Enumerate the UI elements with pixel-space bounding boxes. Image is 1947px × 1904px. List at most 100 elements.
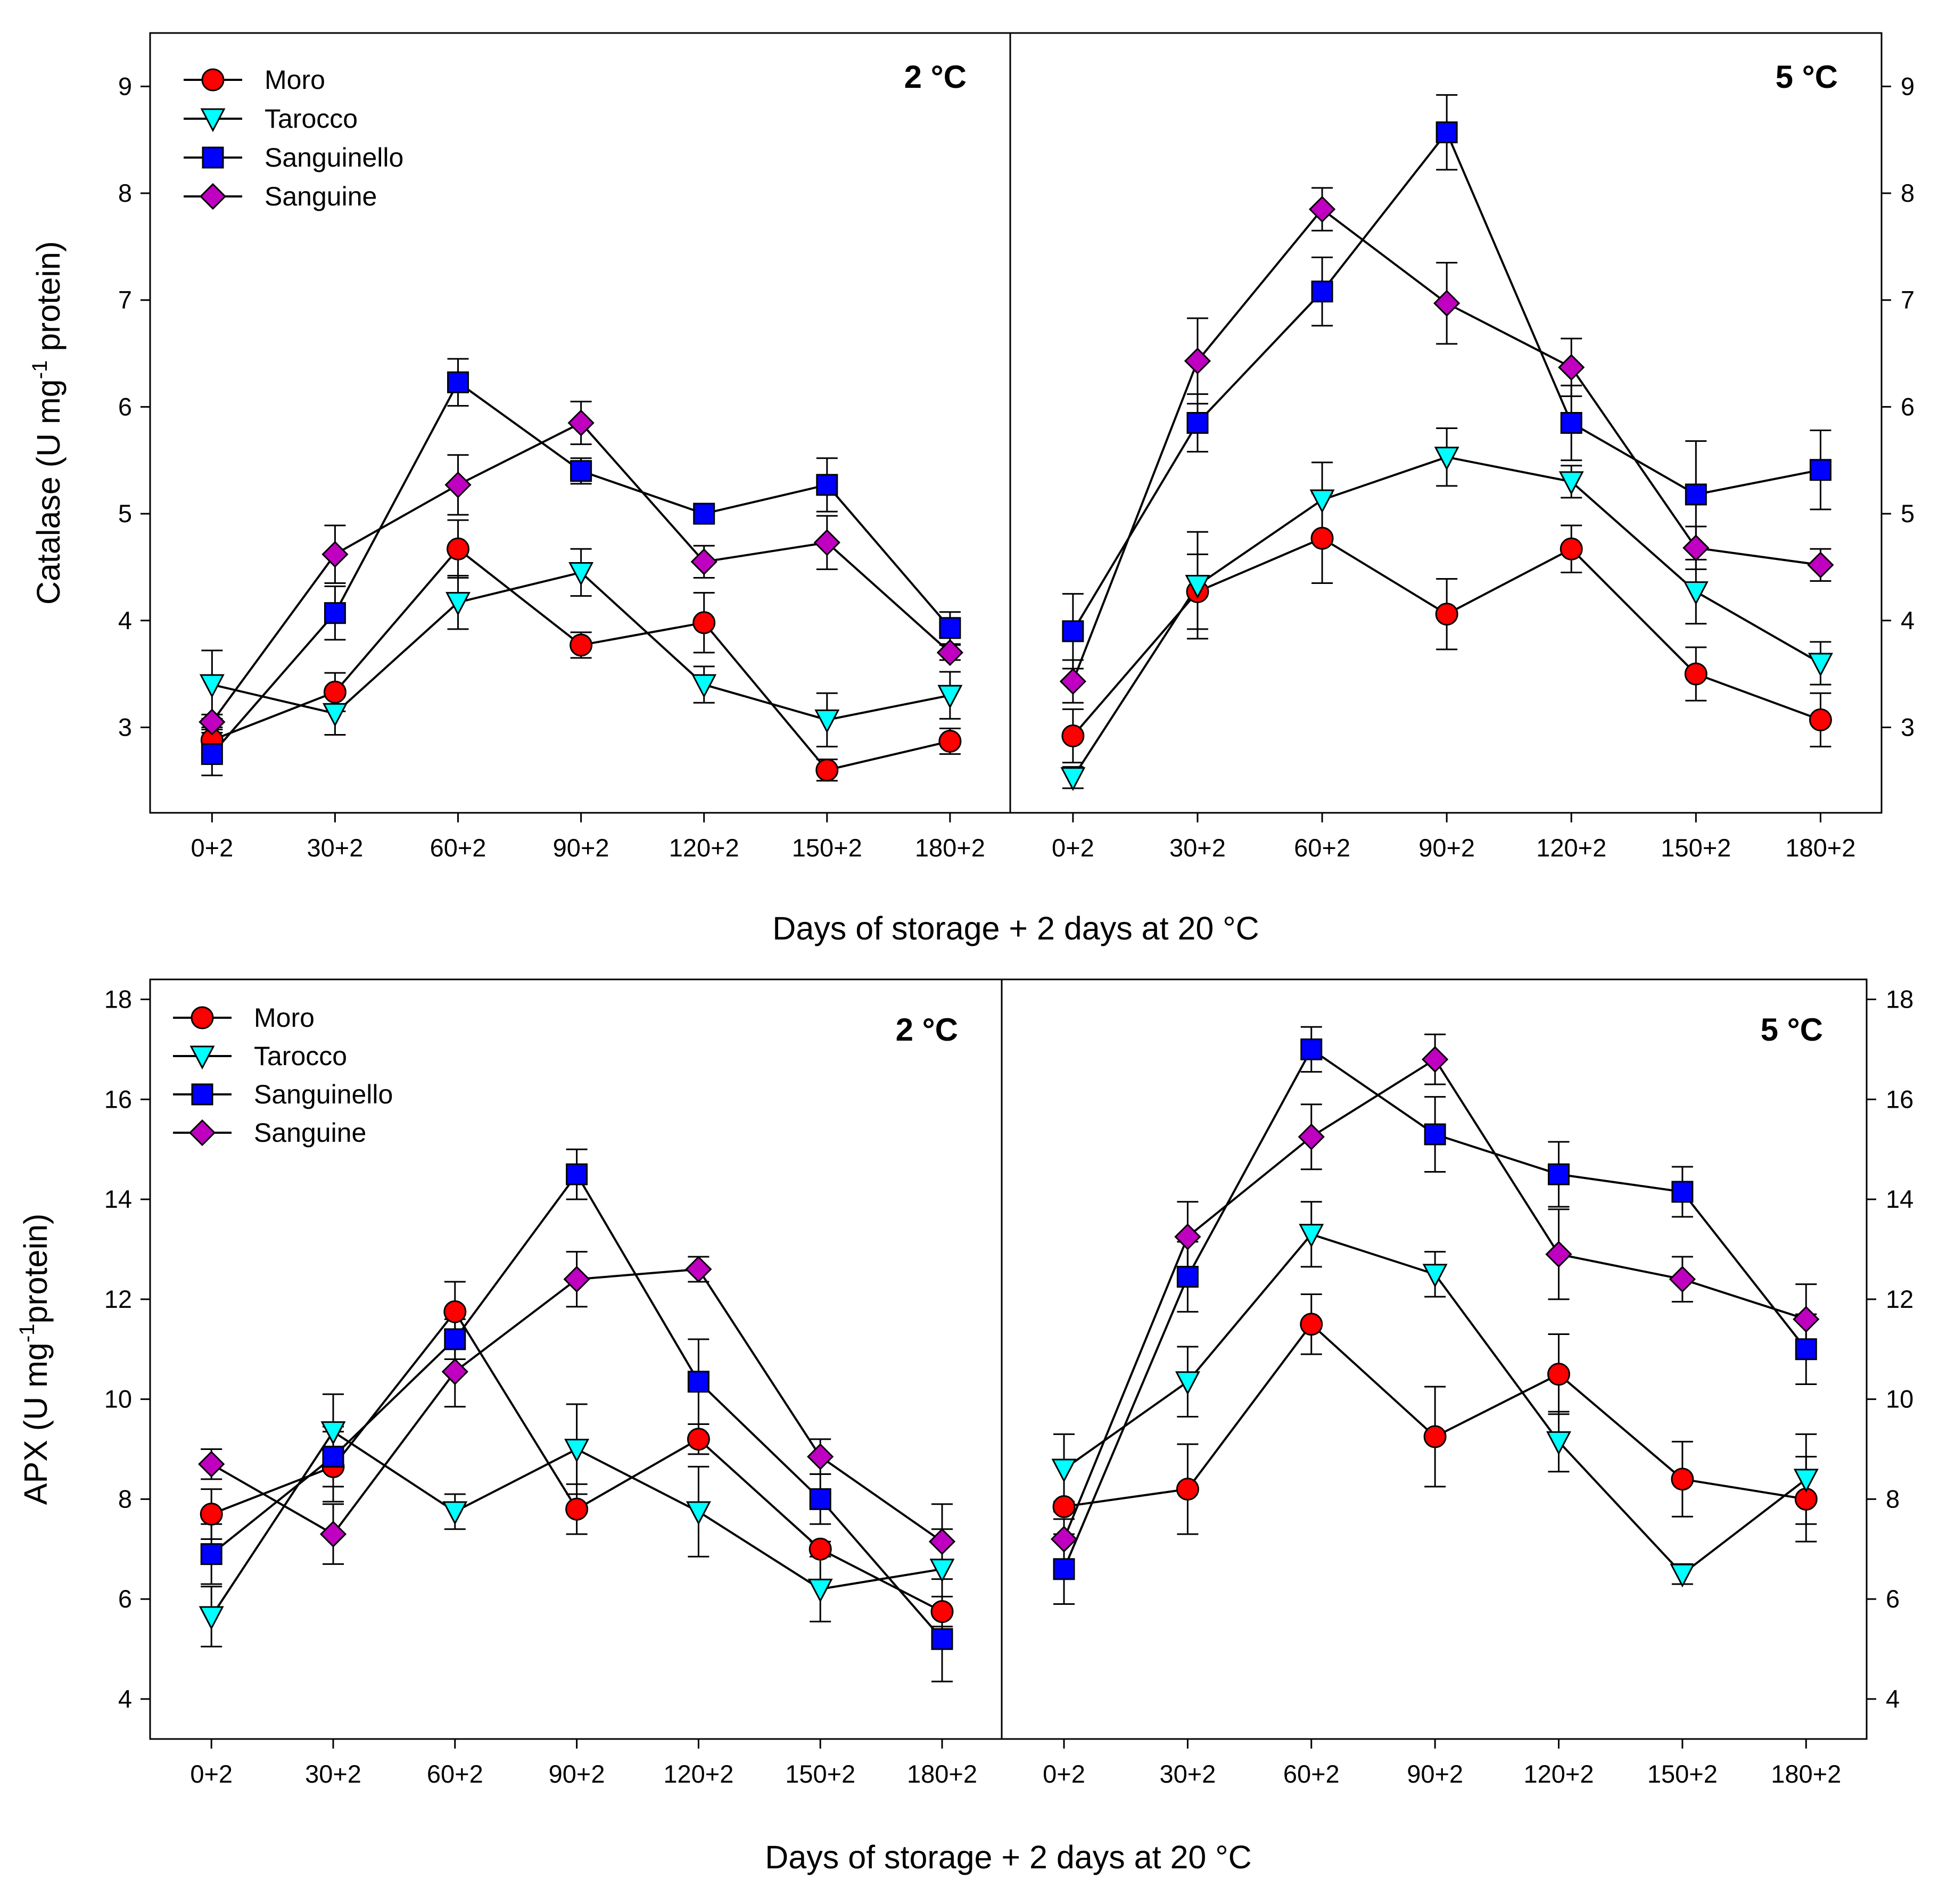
catalase-moro-point (692, 611, 716, 634)
catalase-sanguinello-point (816, 474, 838, 496)
catalase-sanguinello-point (939, 617, 961, 639)
catalase-sanguinello-point (1062, 620, 1084, 642)
catalase-xlabel: Days of storage + 2 days at 20 °C (772, 910, 1259, 946)
legend-marker-tarocco (200, 108, 226, 133)
apx-xtick-label: 150+2 (785, 1760, 855, 1788)
apx-sanguinello-point (566, 1163, 588, 1185)
apx-moro-point (1671, 1468, 1694, 1491)
catalase-xtick-label: 0+2 (191, 834, 233, 862)
catalase-ytick-label-right: 5 (1901, 499, 1915, 527)
catalase-moro-point (938, 730, 962, 753)
apx-panel-title: 5 °C (1761, 1012, 1823, 1048)
catalase-tarocco-point (1309, 489, 1335, 514)
apx-ytick-label-right: 6 (1886, 1585, 1900, 1613)
apx-tarocco-point (1299, 1224, 1324, 1248)
catalase-ytick-label-left: 8 (118, 179, 132, 207)
catalase-sanguinello-point (693, 502, 715, 525)
apx-xtick-label: 90+2 (549, 1760, 605, 1788)
catalase-sanguine-point (444, 471, 472, 499)
catalase-panel-1: 0+2 30+2 60+2 90+2 120+2 150+2 180+2 2 °C (191, 59, 985, 862)
catalase-moro-point (570, 633, 593, 657)
catalase-tarocco-point (937, 685, 963, 709)
catalase-panel-title: 2 °C (904, 59, 967, 95)
apx-moro-point (1300, 1313, 1323, 1336)
catalase-tarocco-point (814, 709, 840, 733)
apx-panel-title: 2 °C (896, 1012, 958, 1048)
catalase-sanguine-point (1433, 290, 1461, 317)
catalase-ytick-label-right: 7 (1901, 286, 1915, 314)
apx-sanguinello-point (1795, 1338, 1817, 1361)
catalase-sanguine-point (1059, 668, 1086, 695)
apx-sanguinello-point (1548, 1163, 1570, 1185)
apx-sanguine-point (441, 1358, 468, 1386)
catalase-sanguine-point (1558, 354, 1585, 381)
apx-sanguinello-point (1176, 1266, 1199, 1288)
apx-ytick-label-right: 14 (1886, 1185, 1913, 1213)
catalase-ytick-label-left: 5 (118, 499, 132, 527)
legend-marker-moro (191, 1006, 214, 1029)
catalase-tarocco-point (1434, 447, 1459, 471)
catalase-sanguine-point (1184, 347, 1211, 375)
catalase-ytick-label-right: 4 (1901, 606, 1915, 634)
apx-sanguinello-point (1424, 1123, 1446, 1145)
ylabel-unit: protein) (30, 241, 67, 360)
catalase-ytick-label-left: 3 (118, 713, 132, 741)
catalase-tarocco-point (1683, 581, 1709, 605)
catalase-legend: Moro Tarocco Sanguinello Sanguine (184, 65, 403, 211)
catalase-xtick-label: 180+2 (915, 834, 985, 862)
apx-tarocco-point (807, 1578, 833, 1603)
apx-sanguine-point (1793, 1306, 1820, 1333)
apx-sanguinello-point (1300, 1038, 1323, 1060)
apx-moro-point (1423, 1425, 1447, 1448)
apx-xtick-label: 120+2 (663, 1760, 733, 1788)
catalase-xtick-label: 30+2 (307, 834, 364, 862)
catalase-xtick-label: 30+2 (1169, 834, 1226, 862)
apx-ytick-label-left: 18 (104, 985, 132, 1013)
catalase-ytick-label-left: 7 (118, 286, 132, 314)
apx-sanguine-point (1174, 1223, 1201, 1250)
catalase-xtick-label: 0+2 (1052, 834, 1094, 862)
catalase-moro-point (1560, 537, 1583, 561)
catalase-ytick-label-left: 6 (118, 392, 132, 421)
catalase-tarocco-point (322, 703, 348, 727)
catalase-sanguinello-point (570, 460, 592, 482)
apx-moro-point (443, 1300, 467, 1323)
apx-sanguinello-point (1053, 1558, 1075, 1580)
ylabel-superscript: -1 (28, 360, 52, 380)
apx-moro-point (200, 1503, 223, 1526)
apx-sanguine-point (1050, 1526, 1078, 1553)
catalase-tarocco-point (1185, 575, 1210, 599)
apx-ytick-label-right: 4 (1886, 1685, 1900, 1713)
catalase-xtick-label: 150+2 (1661, 834, 1731, 862)
apx-moro-point (808, 1537, 832, 1561)
catalase-sanguinello-point (1311, 281, 1333, 303)
apx-sanguine-point (198, 1450, 225, 1478)
apx-ytick-label-left: 12 (104, 1285, 132, 1313)
apx-sanguine-point (1422, 1046, 1449, 1073)
apx-xtick-label: 180+2 (1771, 1760, 1841, 1788)
legend-label-sanguine: Sanguine (254, 1118, 366, 1148)
legend-label-sanguine: Sanguine (265, 182, 377, 211)
legend-marker-tarocco (189, 1045, 215, 1070)
catalase-moro-point (1310, 526, 1334, 550)
catalase-ytick-label-right: 6 (1901, 392, 1915, 421)
legend-marker-moro (201, 68, 225, 92)
catalase-xtick-label: 90+2 (553, 834, 609, 862)
apx-ytick-label-right: 10 (1886, 1385, 1913, 1413)
apx-ytick-label-left: 8 (118, 1485, 132, 1513)
catalase-sanguinello-point (1186, 412, 1209, 434)
apx-tarocco-point (1422, 1264, 1448, 1288)
apx-tarocco-point (1051, 1458, 1077, 1483)
apx-moro-point (1547, 1363, 1570, 1386)
apx-sanguinello-point (444, 1328, 466, 1350)
apx-sanguine-point (807, 1443, 834, 1470)
apx-sanguinello-point (200, 1543, 222, 1565)
catalase-sanguinello-point (447, 371, 469, 393)
catalase-moro-point (447, 537, 470, 561)
catalase-sanguine-point (1682, 534, 1710, 562)
catalase-moro-point (1809, 708, 1832, 731)
apx-sanguine-point (928, 1528, 956, 1555)
catalase-tarocco-point (199, 674, 225, 698)
apx-sanguinello-point (687, 1371, 710, 1393)
apx-xtick-label: 0+2 (190, 1760, 233, 1788)
